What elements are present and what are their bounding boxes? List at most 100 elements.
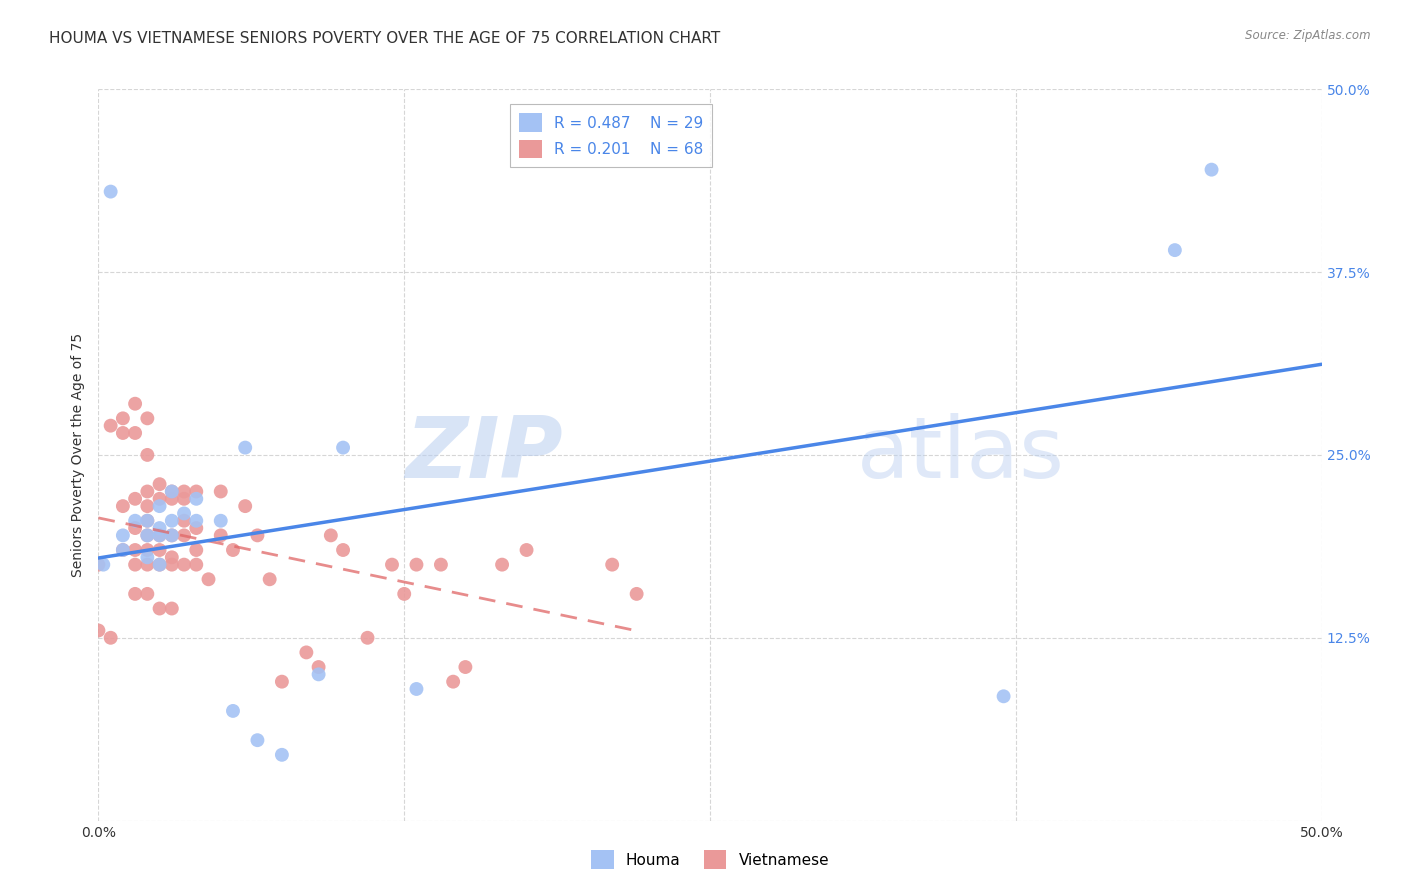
Point xyxy=(136,484,159,499)
Point xyxy=(209,484,232,499)
Point xyxy=(430,558,453,572)
Point xyxy=(246,733,269,747)
Point xyxy=(308,667,330,681)
Point xyxy=(259,572,281,586)
Point xyxy=(149,543,172,558)
Point xyxy=(124,521,146,535)
Point xyxy=(993,690,1015,704)
Point xyxy=(209,528,232,542)
Point xyxy=(626,587,648,601)
Point xyxy=(186,484,208,499)
Point xyxy=(136,550,159,565)
Point xyxy=(111,528,134,542)
Point xyxy=(149,491,172,506)
Point xyxy=(160,601,183,615)
Point xyxy=(209,514,232,528)
Point xyxy=(186,521,208,535)
Point xyxy=(149,521,172,535)
Point xyxy=(111,411,134,425)
Text: Source: ZipAtlas.com: Source: ZipAtlas.com xyxy=(1246,29,1371,42)
Point xyxy=(124,425,146,440)
Point xyxy=(233,499,256,513)
Point xyxy=(136,514,159,528)
Point xyxy=(160,484,183,499)
Point xyxy=(136,514,159,528)
Point xyxy=(319,528,342,542)
Point xyxy=(149,601,172,615)
Point xyxy=(173,491,195,506)
Point xyxy=(491,558,513,572)
Point xyxy=(454,660,477,674)
Point xyxy=(124,397,146,411)
Point xyxy=(308,660,330,674)
Point xyxy=(173,558,195,572)
Point xyxy=(136,411,159,425)
Point xyxy=(124,491,146,506)
Point xyxy=(246,528,269,542)
Point xyxy=(160,484,183,499)
Point xyxy=(1201,162,1223,177)
Point xyxy=(392,587,416,601)
Point xyxy=(173,484,195,499)
Point xyxy=(149,528,172,542)
Point xyxy=(136,528,159,542)
Point xyxy=(124,587,146,601)
Point xyxy=(270,747,294,762)
Point xyxy=(100,631,122,645)
Point xyxy=(149,528,172,542)
Point xyxy=(100,185,122,199)
Point xyxy=(149,499,172,513)
Point xyxy=(173,528,195,542)
Point xyxy=(124,514,146,528)
Point xyxy=(100,418,122,433)
Point xyxy=(186,543,208,558)
Point xyxy=(186,514,208,528)
Point xyxy=(160,528,183,542)
Point xyxy=(222,704,245,718)
Point xyxy=(160,528,183,542)
Text: atlas: atlas xyxy=(856,413,1064,497)
Point xyxy=(197,572,219,586)
Point xyxy=(87,624,110,638)
Point xyxy=(136,558,159,572)
Point xyxy=(91,558,114,572)
Point xyxy=(111,499,134,513)
Point xyxy=(87,558,110,572)
Point xyxy=(111,425,134,440)
Point xyxy=(136,543,159,558)
Point xyxy=(136,528,159,542)
Point xyxy=(186,558,208,572)
Point xyxy=(136,448,159,462)
Point xyxy=(160,550,183,565)
Point xyxy=(295,645,318,659)
Point xyxy=(111,543,134,558)
Point xyxy=(124,558,146,572)
Point xyxy=(405,558,427,572)
Point xyxy=(441,674,464,689)
Y-axis label: Seniors Poverty Over the Age of 75: Seniors Poverty Over the Age of 75 xyxy=(72,333,86,577)
Point xyxy=(149,477,172,491)
Text: HOUMA VS VIETNAMESE SENIORS POVERTY OVER THE AGE OF 75 CORRELATION CHART: HOUMA VS VIETNAMESE SENIORS POVERTY OVER… xyxy=(49,31,720,46)
Point xyxy=(186,491,208,506)
Point xyxy=(124,543,146,558)
Point xyxy=(160,558,183,572)
Legend: Houma, Vietnamese: Houma, Vietnamese xyxy=(585,845,835,875)
Point xyxy=(136,587,159,601)
Point xyxy=(233,441,256,455)
Point xyxy=(381,558,404,572)
Text: ZIP: ZIP xyxy=(405,413,564,497)
Point xyxy=(173,514,195,528)
Point xyxy=(173,507,195,521)
Point xyxy=(160,491,183,506)
Point xyxy=(160,514,183,528)
Point xyxy=(600,558,623,572)
Point xyxy=(149,558,172,572)
Point xyxy=(149,558,172,572)
Point xyxy=(356,631,378,645)
Point xyxy=(270,674,294,689)
Point xyxy=(1164,243,1187,257)
Point xyxy=(136,499,159,513)
Point xyxy=(332,441,354,455)
Point xyxy=(111,543,134,558)
Point xyxy=(332,543,354,558)
